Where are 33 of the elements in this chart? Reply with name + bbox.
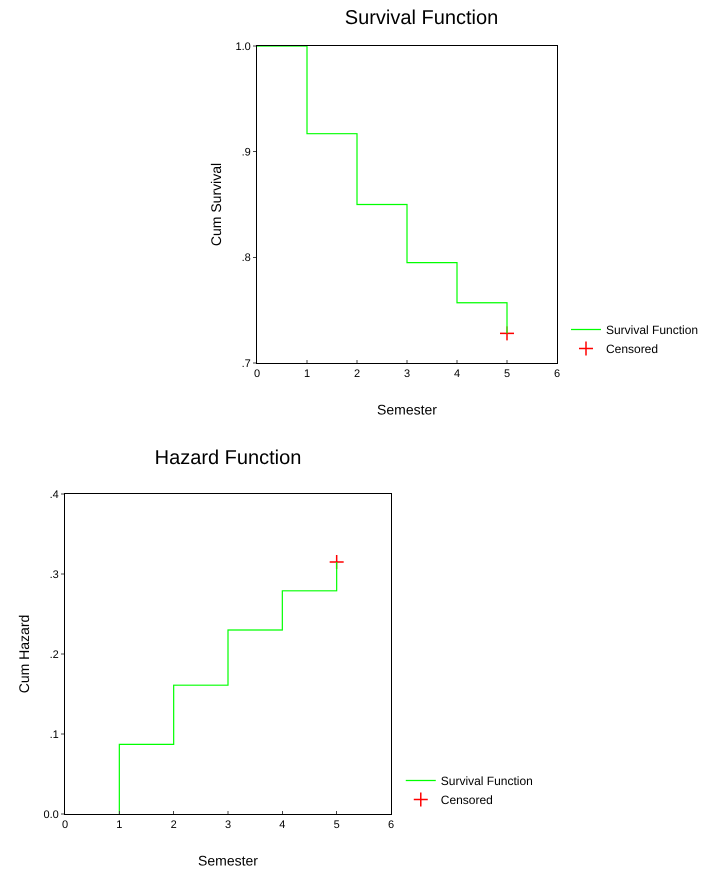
- chart-title: Hazard Function: [154, 447, 302, 470]
- y-axis-title: Cum Survival: [208, 162, 224, 246]
- x-axis-title: Semester: [198, 852, 258, 868]
- x-tick-label: 5: [504, 368, 510, 380]
- y-tick-label: .7: [242, 358, 251, 370]
- x-tick-label: 0: [254, 368, 260, 380]
- y-tick-label: .8: [242, 252, 251, 264]
- x-tick-label: 2: [170, 819, 177, 832]
- legend-label: Survival Function: [606, 323, 698, 338]
- x-tick-label: 4: [279, 819, 286, 832]
- y-tick-label: 1.0: [236, 40, 251, 53]
- y-tick-label: .4: [50, 488, 59, 501]
- y-tick-label: .9: [242, 146, 251, 159]
- y-tick-label: .2: [50, 648, 59, 661]
- x-tick-label: 6: [554, 368, 560, 380]
- x-tick-label: 0: [62, 819, 68, 832]
- x-tick-label: 4: [454, 368, 460, 380]
- x-tick-label: 1: [116, 819, 122, 832]
- x-tick-label: 5: [334, 819, 340, 832]
- legend-label: Censored: [440, 793, 493, 808]
- x-tick-label: 2: [354, 368, 360, 380]
- x-axis-title: Semester: [377, 402, 438, 418]
- chart-title: Survival Function: [344, 7, 498, 29]
- x-tick-label: 1: [304, 368, 310, 380]
- x-tick-label: 6: [388, 819, 394, 832]
- legend-label: Censored: [606, 342, 658, 356]
- x-tick-label: 3: [404, 368, 410, 380]
- legend-label: Survival Function: [440, 774, 533, 788]
- y-axis-title: Cum Hazard: [16, 614, 32, 694]
- x-tick-label: 3: [224, 819, 232, 832]
- y-tick-label: 0.0: [44, 808, 59, 821]
- y-tick-label: .1: [50, 728, 59, 741]
- y-tick-label: .3: [50, 568, 59, 581]
